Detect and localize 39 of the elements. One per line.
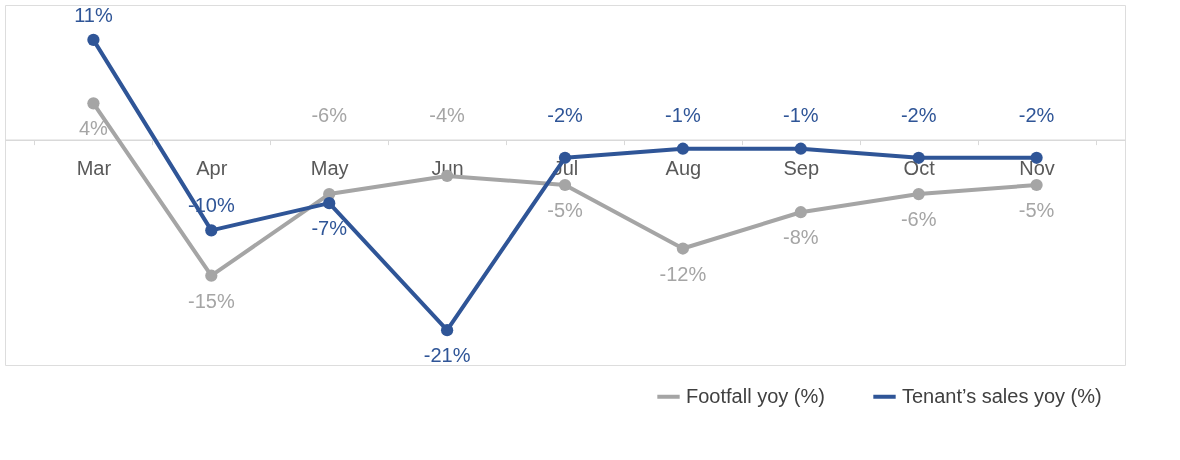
point xyxy=(205,224,218,237)
data-label: -8% xyxy=(783,226,819,249)
legend-label: Tenant’s sales yoy (%) xyxy=(902,384,1102,407)
data-label: -6% xyxy=(900,208,937,231)
point xyxy=(558,178,572,192)
x-tick-label: Sep xyxy=(783,157,820,180)
x-tick-label: May xyxy=(310,157,349,180)
x-tick-label: Nov xyxy=(1019,157,1055,180)
point xyxy=(676,142,690,155)
point xyxy=(87,97,100,110)
point xyxy=(676,242,690,255)
data-label: 4% xyxy=(78,117,109,140)
data-label: -5% xyxy=(1018,199,1055,221)
point xyxy=(1030,178,1043,192)
x-tick-label: Apr xyxy=(196,157,228,180)
data-label: -5% xyxy=(547,199,583,221)
x-tick-label: Aug xyxy=(665,157,702,180)
point xyxy=(87,33,100,46)
data-label: -2% xyxy=(1018,103,1055,126)
point xyxy=(912,187,925,201)
data-label: -2% xyxy=(547,103,583,126)
data-label: -4% xyxy=(429,103,466,126)
data-label: -2% xyxy=(900,103,937,126)
x-tick-label: Mar xyxy=(76,157,112,180)
data-label: -15% xyxy=(187,289,235,312)
legend-label: Footfall yoy (%) xyxy=(686,384,825,407)
data-label: -12% xyxy=(659,262,707,285)
point xyxy=(205,269,218,282)
data-label: -6% xyxy=(311,103,348,126)
point xyxy=(794,206,807,219)
x-tick-label: Oct xyxy=(903,157,936,180)
data-label: -7% xyxy=(311,217,348,240)
point xyxy=(794,142,807,155)
point xyxy=(440,324,454,337)
data-label: -21% xyxy=(423,344,471,367)
data-label: 11% xyxy=(74,3,113,26)
data-label: -1% xyxy=(665,103,701,126)
data-label: -1% xyxy=(783,103,819,126)
point xyxy=(323,197,336,210)
